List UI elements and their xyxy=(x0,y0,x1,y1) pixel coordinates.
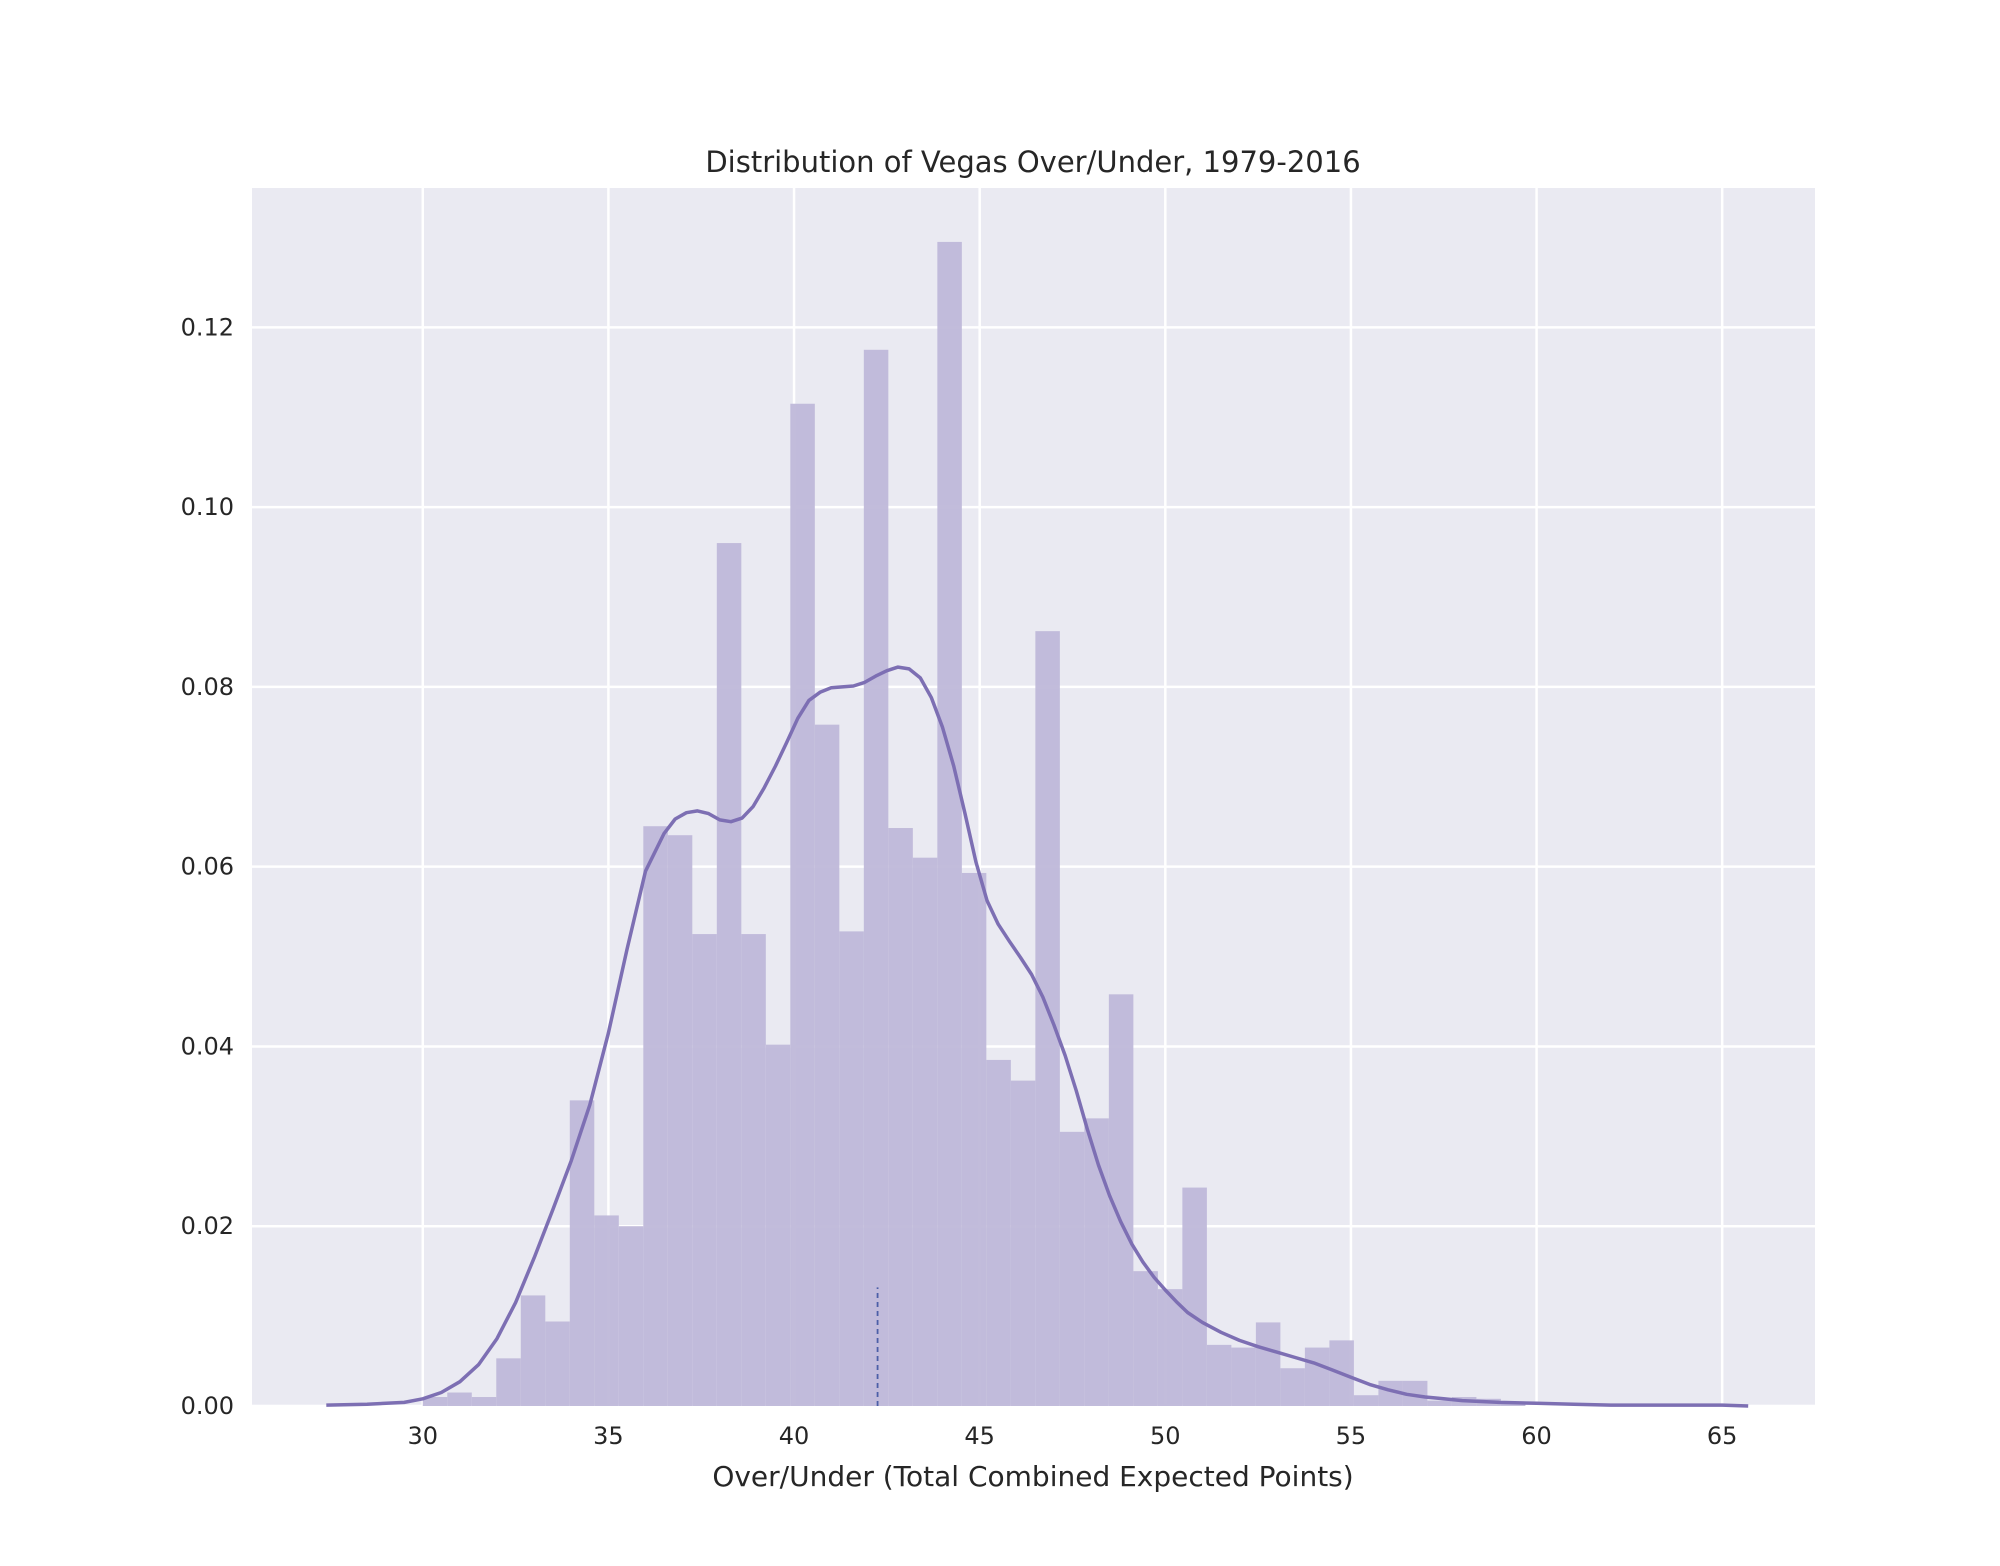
histogram-bar xyxy=(912,857,938,1406)
histogram-bar xyxy=(667,835,693,1406)
histogram-bar xyxy=(765,1044,791,1406)
histogram-bar xyxy=(814,724,840,1406)
histogram-bar xyxy=(986,1059,1011,1406)
histogram-bar xyxy=(1059,1131,1085,1406)
histogram-bar xyxy=(545,1321,570,1406)
histogram-bar xyxy=(741,934,766,1406)
chart-title: Distribution of Vegas Over/Under, 1979-2… xyxy=(705,145,1360,179)
x-tick-label: 30 xyxy=(408,1422,439,1450)
x-tick-label: 55 xyxy=(1336,1422,1367,1450)
histogram-bar xyxy=(790,403,815,1406)
histogram-bar xyxy=(1206,1344,1232,1406)
histogram-bars xyxy=(422,241,1526,1406)
x-tick-label: 50 xyxy=(1150,1422,1181,1450)
histogram-bar xyxy=(496,1358,521,1406)
histogram-bar xyxy=(1010,1080,1036,1406)
histogram-bar xyxy=(888,828,913,1406)
histogram-bar xyxy=(594,1215,619,1406)
y-tick-label: 0.08 xyxy=(181,673,234,701)
histogram-bar xyxy=(1157,1289,1183,1406)
histogram-bar xyxy=(863,349,889,1406)
histogram-bar xyxy=(1353,1395,1379,1406)
histogram-bar xyxy=(422,1397,448,1406)
histogram-bar xyxy=(961,872,987,1406)
histogram-bar xyxy=(643,826,668,1406)
y-tick-label: 0.00 xyxy=(181,1392,234,1420)
y-tick-label: 0.06 xyxy=(181,853,234,881)
y-tick-labels: 0.00 0.02 0.04 0.06 0.08 0.10 0.12 xyxy=(181,313,234,1420)
histogram-bar xyxy=(1255,1322,1281,1406)
x-tick-label: 60 xyxy=(1521,1422,1552,1450)
histogram-bar xyxy=(471,1397,497,1406)
kde-curve-group xyxy=(326,665,1749,1408)
histogram-bar xyxy=(937,241,962,1406)
x-tick-label: 45 xyxy=(964,1422,995,1450)
x-tick-label: 65 xyxy=(1707,1422,1738,1450)
y-tick-label: 0.12 xyxy=(181,313,234,341)
histogram-bar xyxy=(1231,1347,1256,1406)
histogram-bar xyxy=(1304,1347,1330,1406)
histogram-bar xyxy=(1133,1271,1158,1406)
histogram-bar xyxy=(1427,1400,1452,1406)
x-tick-label: 40 xyxy=(779,1422,810,1450)
histogram-bar xyxy=(447,1392,472,1406)
y-tick-label: 0.04 xyxy=(181,1032,234,1060)
histogram-bar xyxy=(1182,1187,1207,1406)
histogram-bar xyxy=(520,1295,546,1406)
histogram-bar xyxy=(1084,1118,1109,1406)
histogram-bar xyxy=(569,1100,595,1406)
x-tick-labels: 30 35 40 45 50 55 60 65 xyxy=(408,1422,1738,1450)
y-tick-label: 0.02 xyxy=(181,1212,234,1240)
histogram-bar xyxy=(692,934,717,1406)
histogram-bar xyxy=(1280,1368,1305,1406)
y-tick-label: 0.10 xyxy=(181,493,234,521)
histogram-bar xyxy=(618,1226,644,1406)
histogram-bar xyxy=(839,931,864,1406)
histogram-bar xyxy=(716,543,742,1406)
x-axis-label: Over/Under (Total Combined Expected Poin… xyxy=(712,1460,1353,1493)
histogram-bar xyxy=(1035,631,1060,1406)
kde-curve xyxy=(326,665,1749,1408)
x-tick-label: 35 xyxy=(593,1422,624,1450)
